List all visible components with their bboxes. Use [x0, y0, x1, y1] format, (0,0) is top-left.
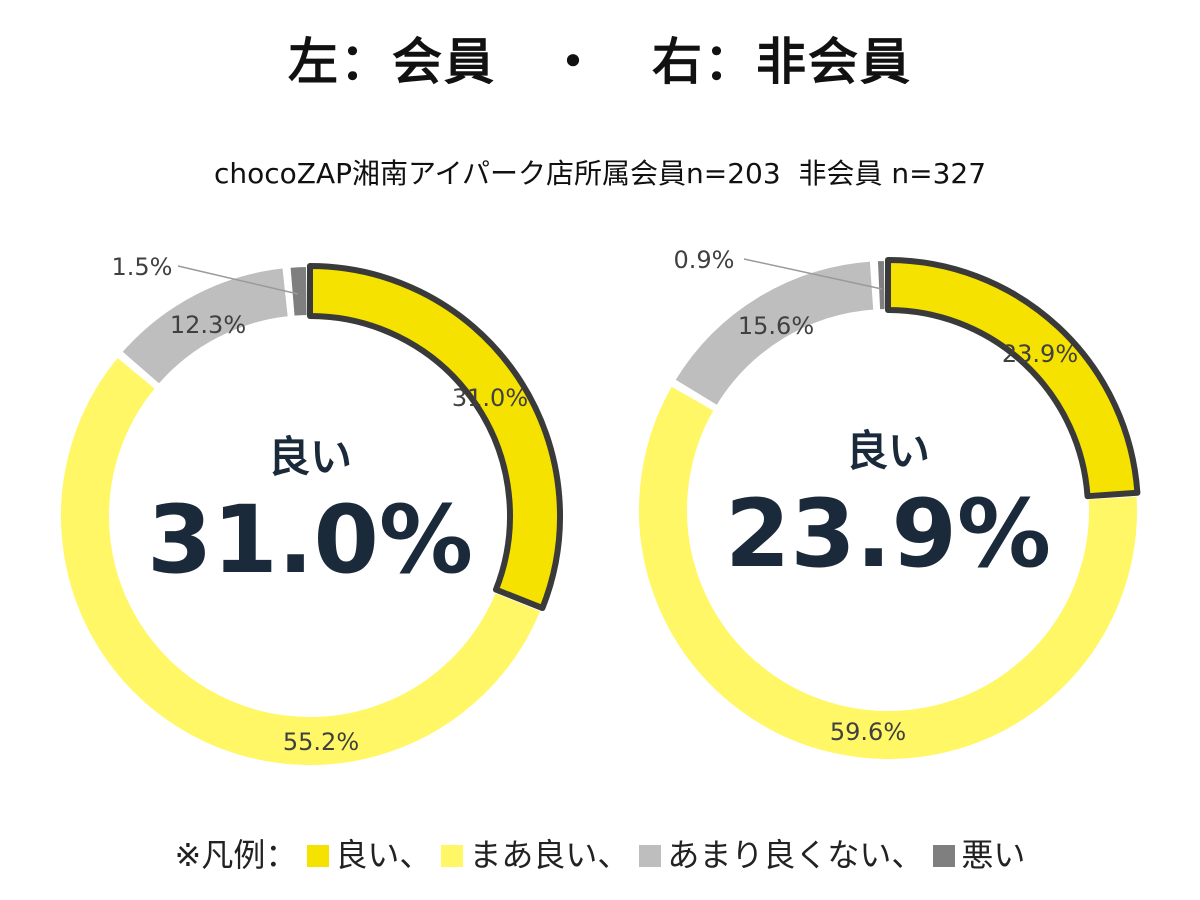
slice-member-not-good [119, 266, 290, 387]
center-label-non-member: 良い [846, 427, 930, 476]
callout-line-non-member [743, 258, 883, 290]
data-label-non-member-fairly-good: 59.6% [830, 718, 906, 746]
center-label-member: 良い [268, 433, 352, 482]
callout-line-member [177, 265, 299, 295]
legend-label-good: 良い、 [335, 836, 432, 874]
page-title: 左：会員 ・ 右：非会員 [288, 33, 912, 91]
data-label-non-member-not-good: 15.6% [738, 312, 814, 340]
slice-non-member-not-good [673, 259, 876, 408]
legend-label-not-good: あまり良くない、 [667, 836, 924, 874]
slice-member-bad [288, 265, 309, 318]
data-label-member-fairly-good: 55.2% [283, 728, 359, 756]
chart-subtitle: chocoZAP湘南アイパーク店所属会員n=203 非会員 n=327 [213, 157, 987, 190]
legend: ※凡例： 良い、 まあ良い、 あまり良くない、 悪い [0, 830, 1200, 876]
legend-label-bad: 悪い [961, 836, 1026, 874]
slice-non-member-fairly-good [637, 384, 1140, 761]
data-label-member-good: 31.0% [452, 384, 528, 412]
data-label-member-not-good: 12.3% [170, 311, 246, 339]
slice-non-member-bad [875, 259, 887, 312]
legend-swatch-bad [933, 845, 956, 867]
slice-member-fairly-good [59, 355, 543, 767]
legend-swatch-fairly-good [441, 845, 464, 867]
data-label-non-member-good: 23.9% [1002, 340, 1078, 368]
legend-swatch-not-good [639, 845, 662, 867]
legend-prefix: ※凡例： [174, 836, 298, 874]
legend-label-fairly-good: まあ良い、 [469, 836, 630, 874]
legend-swatch-good [307, 845, 330, 867]
data-label-non-member-bad: 0.9% [674, 246, 735, 274]
slice-non-member-good [885, 257, 1141, 500]
slice-member-good [307, 263, 563, 612]
center-value-non-member: 23.9% [725, 480, 1051, 589]
center-value-member: 31.0% [147, 486, 473, 595]
data-label-member-bad: 1.5% [112, 253, 173, 281]
